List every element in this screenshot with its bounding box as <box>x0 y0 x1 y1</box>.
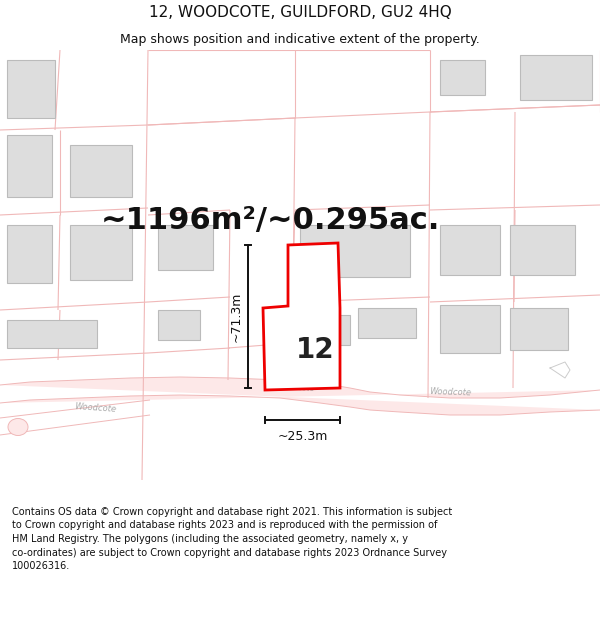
Bar <box>300 315 350 345</box>
Text: Woodcote: Woodcote <box>429 387 471 398</box>
Text: co-ordinates) are subject to Crown copyright and database rights 2023 Ordnance S: co-ordinates) are subject to Crown copyr… <box>12 548 447 558</box>
Bar <box>7 320 97 348</box>
Text: ~71.3m: ~71.3m <box>229 291 242 342</box>
Text: ~25.3m: ~25.3m <box>277 429 328 442</box>
Polygon shape <box>0 377 600 415</box>
Bar <box>440 60 485 95</box>
Text: Woodcote: Woodcote <box>275 382 314 394</box>
Bar <box>70 145 132 197</box>
Bar <box>7 135 52 197</box>
Bar <box>70 225 132 280</box>
Bar <box>7 60 55 118</box>
Text: HM Land Registry. The polygons (including the associated geometry, namely x, y: HM Land Registry. The polygons (includin… <box>12 534 408 544</box>
Text: to Crown copyright and database rights 2023 and is reproduced with the permissio: to Crown copyright and database rights 2… <box>12 521 437 531</box>
Bar <box>510 225 575 275</box>
Ellipse shape <box>8 419 28 436</box>
Text: 12: 12 <box>296 336 334 364</box>
Text: ~1196m²/~0.295ac.: ~1196m²/~0.295ac. <box>100 206 440 234</box>
Bar <box>7 225 52 283</box>
Bar <box>520 55 592 100</box>
Bar <box>440 305 500 353</box>
Polygon shape <box>263 243 340 390</box>
Text: 12, WOODCOTE, GUILDFORD, GU2 4HQ: 12, WOODCOTE, GUILDFORD, GU2 4HQ <box>149 5 451 20</box>
Text: 100026316.: 100026316. <box>12 561 70 571</box>
Text: Map shows position and indicative extent of the property.: Map shows position and indicative extent… <box>120 32 480 46</box>
Text: Contains OS data © Crown copyright and database right 2021. This information is : Contains OS data © Crown copyright and d… <box>12 507 452 517</box>
Bar <box>158 225 213 270</box>
Bar <box>300 225 410 277</box>
Bar <box>510 308 568 350</box>
Bar <box>158 310 200 340</box>
Bar <box>358 308 416 338</box>
Bar <box>440 225 500 275</box>
Text: Woodcote: Woodcote <box>74 402 116 414</box>
